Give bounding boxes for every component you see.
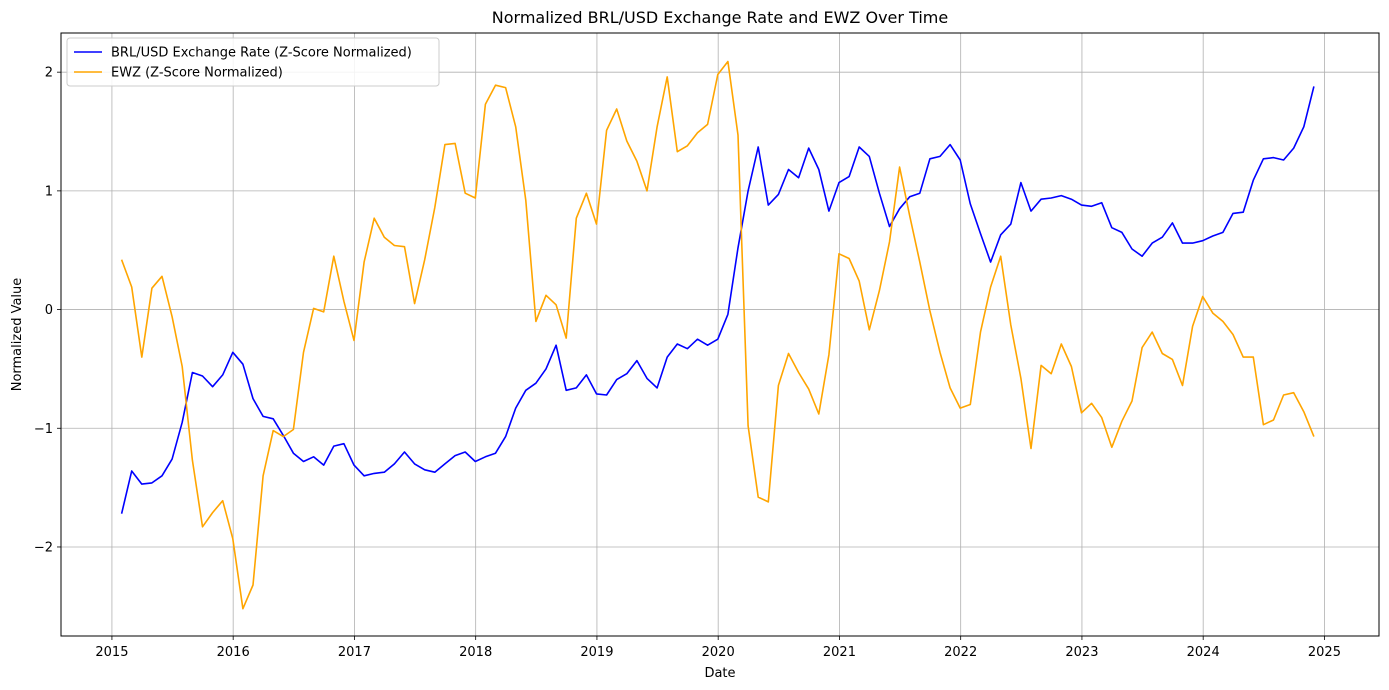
- x-tick-label: 2022: [944, 645, 977, 660]
- x-tick-label: 2021: [823, 645, 856, 660]
- grid-lines: [61, 33, 1379, 636]
- y-tick-label: −2: [34, 540, 53, 555]
- x-tick-label: 2025: [1308, 645, 1341, 660]
- series-layer: [120, 60, 1315, 610]
- y-tick-label: 1: [45, 184, 53, 199]
- x-tick-label: 2016: [217, 645, 250, 660]
- y-axis-label: Normalized Value: [10, 278, 25, 392]
- legend-entry: EWZ (Z-Score Normalized): [111, 66, 283, 81]
- legend: BRL/USD Exchange Rate (Z-Score Normalize…: [66, 37, 440, 87]
- y-tick-label: −1: [34, 422, 53, 437]
- x-axis: 2015 2016 2017 2018 2019 2020 2021 2022 2023 2024…: [95, 636, 1341, 660]
- x-tick-label: 2020: [702, 645, 735, 660]
- x-tick-label: 2017: [338, 645, 371, 660]
- x-tick-label: 2018: [459, 645, 492, 660]
- y-axis: −2 −1 0 1 2: [34, 66, 61, 555]
- x-tick-label: 2023: [1065, 645, 1098, 660]
- y-tick-label: 0: [45, 303, 53, 318]
- series-line-2: [120, 60, 1315, 610]
- x-tick-label: 2019: [580, 645, 613, 660]
- x-tick-label: 2015: [95, 645, 128, 660]
- legend-box: [66, 37, 440, 87]
- series-line-1: [120, 86, 1315, 514]
- chart-title: Normalized BRL/USD Exchange Rate and EWZ…: [492, 8, 948, 27]
- x-axis-label: Date: [704, 666, 735, 681]
- x-tick-label: 2024: [1187, 645, 1220, 660]
- legend-entry: BRL/USD Exchange Rate (Z-Score Normalize…: [111, 46, 412, 61]
- y-tick-label: 2: [45, 66, 53, 81]
- plot-area-frame: [60, 32, 1380, 637]
